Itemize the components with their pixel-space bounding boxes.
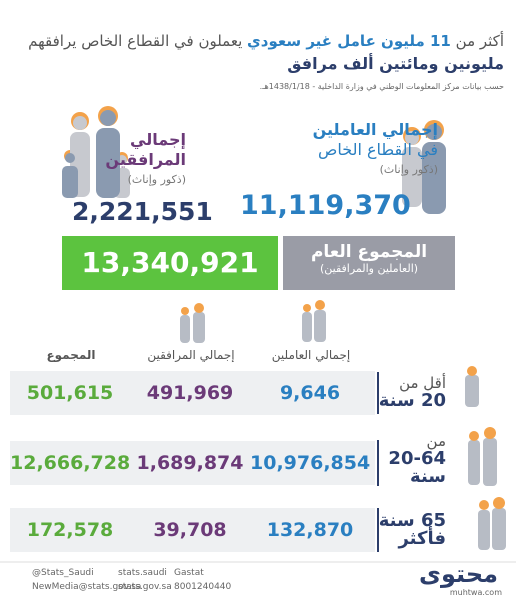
people <box>62 110 446 214</box>
age-label: من 20-64 سنة <box>388 432 446 486</box>
cell: 491,969 <box>146 382 234 404</box>
cell: 132,870 <box>266 519 354 541</box>
text: (العاملين والمرافقين) <box>319 262 419 275</box>
email: NewMedia@stats.gov.sa <box>32 582 142 592</box>
icon-halos <box>181 300 505 510</box>
text: المجموع العام <box>310 242 428 262</box>
text: إجمالي العاملين <box>312 120 438 139</box>
text: في القطاع الخاص <box>318 140 438 159</box>
col-header: المجموع <box>46 348 96 362</box>
total-label: المجموع العام (العاملين والمرافقين) <box>283 236 455 290</box>
cell: 172,578 <box>26 519 114 541</box>
headline-1: أكثر من 11 مليون عامل غير سعودي يعملون ف… <box>28 32 504 50</box>
cell: 9,646 <box>279 382 341 404</box>
text: يعملون في القطاع الخاص يرافقهم <box>28 32 243 50</box>
logo: محتوى <box>419 560 498 588</box>
companions-value: 2,221,551 <box>72 197 213 226</box>
text: من <box>426 432 446 450</box>
text: سنة <box>410 466 446 487</box>
text: 20-64 <box>388 448 446 469</box>
cell: 501,615 <box>26 382 114 404</box>
instagram: stats.saudi <box>118 568 167 578</box>
text: 65 سنة <box>378 510 446 531</box>
twitter: @Stats_Saudi <box>32 568 94 578</box>
table-row: 10,976,854 1,689,874 12,666,728 <box>10 441 375 485</box>
text: المرافقين <box>105 150 186 169</box>
table-row: 9,646 491,969 501,615 <box>10 371 375 415</box>
facebook: Gastat <box>174 568 204 578</box>
text: إجمالي <box>130 130 186 149</box>
total-value: 13,340,921 <box>62 236 278 290</box>
highlight: 11 مليون عامل غير سعودي <box>247 32 451 50</box>
text: أكثر من <box>455 32 504 50</box>
col-header: إجمالي المرافقين <box>147 348 235 362</box>
text: (ذكور وإناث) <box>127 173 186 186</box>
table-row: 132,870 39,708 172,578 <box>10 508 375 552</box>
headline-2: مليونين ومائتين ألف مرافق <box>287 54 504 73</box>
phone: 8001240440 <box>174 582 232 592</box>
age-label: أقل من 20 سنة <box>379 374 446 410</box>
cell: 10,976,854 <box>250 452 371 474</box>
age-label: 65 سنة فأكثر <box>379 512 446 548</box>
icons <box>180 310 506 550</box>
web: stats.gov.sa <box>118 582 172 592</box>
text: 20 سنة <box>378 390 446 411</box>
cell: 39,708 <box>153 519 227 541</box>
site: muhtwa.com <box>449 588 502 597</box>
companions-label: إجمالي المرافقين (ذكور وإناث) <box>105 130 186 190</box>
workers-label: إجمالي العاملين في القطاع الخاص (ذكور وإ… <box>313 120 438 180</box>
cell: 1,689,874 <box>136 452 244 474</box>
text: فأكثر <box>398 528 446 549</box>
workers-value: 11,119,370 <box>240 190 411 221</box>
text: أقل من <box>399 374 446 392</box>
text: (ذكور وإناث) <box>379 163 438 176</box>
cell: 12,666,728 <box>10 452 131 474</box>
col-header: إجمالي العاملين <box>271 348 351 362</box>
source: حسب بيانات مركز المعلومات الوطني في وزار… <box>259 82 504 91</box>
